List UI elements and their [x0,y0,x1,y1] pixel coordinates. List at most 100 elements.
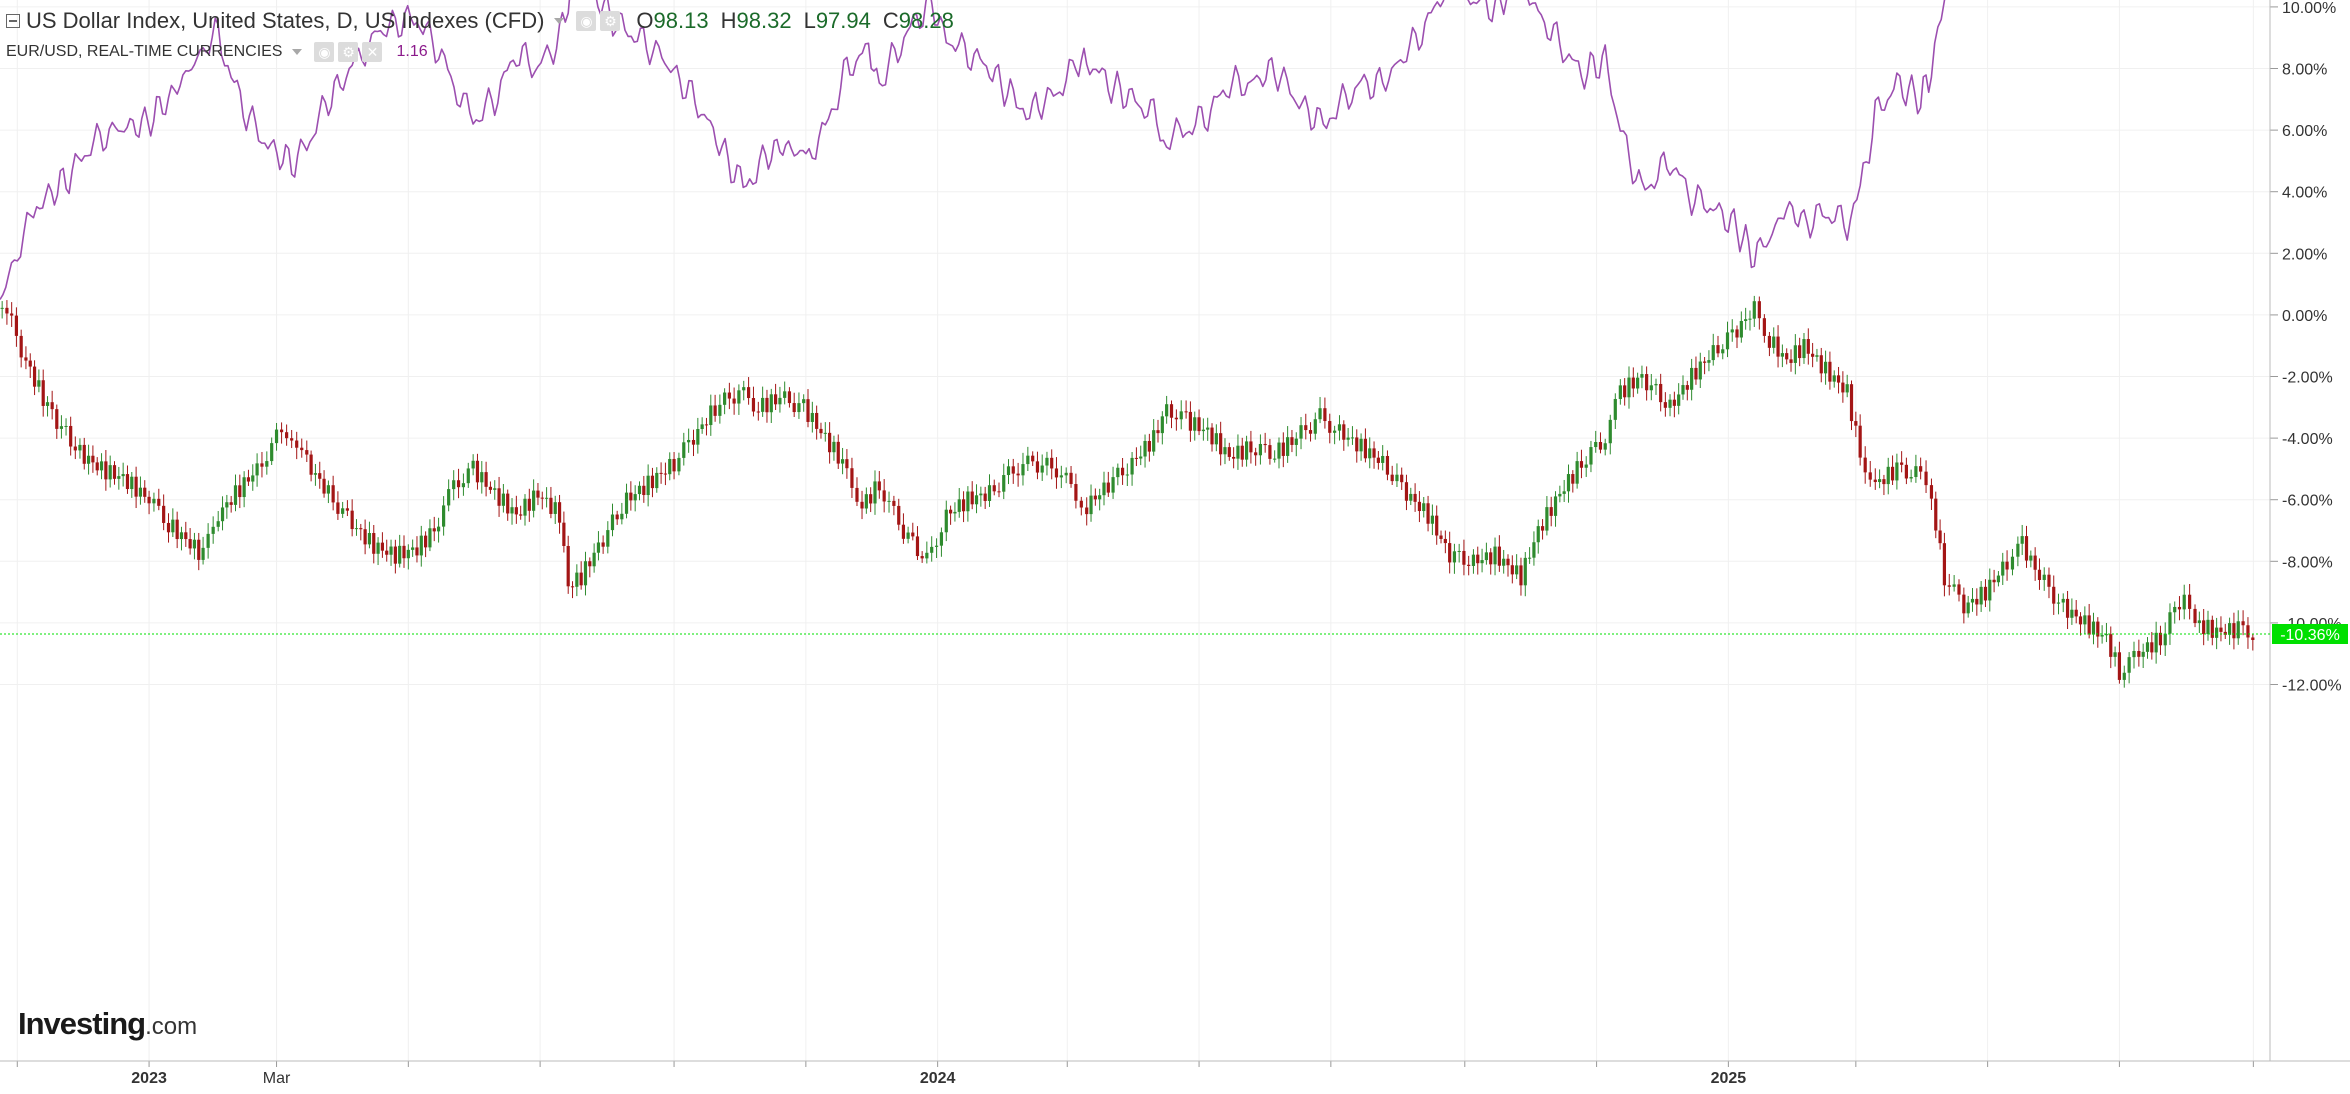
candle-body [1767,335,1772,348]
candle-body [1457,550,1461,552]
candle-body [175,519,179,540]
candle-body [428,528,432,548]
candle-body [242,477,246,498]
candle-body [1134,457,1139,459]
candle-body [471,460,475,469]
candle-body [24,357,28,361]
candle-body [1836,375,1841,383]
candle-body [1815,355,1819,357]
candle-body [260,463,264,467]
candle-body [1877,479,1882,483]
candle-body [742,387,746,391]
y-tick-label: -12.00% [2282,678,2342,695]
candle-body [2122,672,2126,680]
candle-body [828,432,832,453]
candle-body [1558,493,1562,497]
candle-body [1802,339,1806,359]
eye-icon[interactable]: ◉ [576,11,597,31]
candle-body [557,502,562,523]
collapse-icon[interactable] [6,14,20,28]
candle-body [99,461,104,471]
candle-body [295,440,299,448]
candle-body [1938,530,1942,544]
candle-body [2241,621,2245,626]
candle-body [713,405,717,416]
candle-body [1040,465,1044,473]
candle-body [192,539,197,549]
caret-down-icon[interactable] [554,18,565,24]
candle-body [1174,417,1178,420]
candle-body [1983,586,1988,601]
candle-body [1089,495,1093,515]
candle-body [1904,464,1908,479]
candle-body [1350,437,1355,439]
candle-body [1139,456,1143,459]
eye-icon[interactable]: ◉ [314,42,335,62]
candle-body [157,498,161,506]
candle-body [687,439,691,443]
candle-body [415,547,419,556]
candle-body [1333,430,1337,433]
caret-down-icon[interactable] [292,49,303,55]
gear-icon[interactable]: ⚙ [338,42,359,62]
candle-body [1098,495,1102,500]
candle-body [2078,616,2083,625]
candle-body [1832,375,1836,382]
candle-body [1471,554,1476,566]
candle-body [691,439,696,445]
candle-body [2091,621,2096,635]
candle-body [1854,421,1858,426]
gear-icon[interactable]: ⚙ [600,11,621,31]
candle-body [2070,609,2074,618]
y-tick-label: 6.00% [2282,123,2327,140]
y-tick-label: 8.00% [2282,62,2327,79]
main-symbol-title[interactable]: US Dollar Index, United States, D, US In… [26,8,545,33]
candle-body [1193,417,1197,431]
candle-body [171,519,175,533]
candle-body [406,549,410,559]
candle-body [1346,437,1350,440]
candle-body [14,315,19,336]
candle-body [436,526,441,532]
investing-logo[interactable]: Investing.com [18,1006,197,1042]
candle-body [2177,606,2182,610]
candle-body [1785,353,1789,360]
candle-body [2251,637,2255,641]
candle-body [2024,536,2029,561]
candle-body [966,491,970,512]
candle-body [1197,417,1201,432]
candle-body [2132,651,2136,658]
candle-body [1845,384,1849,393]
candle-body [1502,558,1506,566]
candle-body [1299,425,1303,439]
candle-body [601,542,605,547]
candle-body [326,485,330,494]
candle-body [402,545,406,559]
eurusd-line-series [0,0,1946,300]
candle-body [1249,441,1253,453]
candle-body [1895,462,1899,481]
candle-body [1663,402,1667,408]
candle-body [497,488,501,506]
close-icon[interactable]: ✕ [362,42,383,62]
candle-body [138,487,143,497]
candle-body [997,491,1001,493]
close-value: 98.28 [898,8,954,33]
candle-body [519,514,523,516]
candle-body [2061,598,2065,603]
candle-body [911,532,915,537]
candle-body [1102,482,1106,496]
candle-body [845,459,849,469]
candle-body [633,494,637,501]
candle-body [2109,634,2113,657]
candle-body [1584,464,1588,468]
compare-symbol-title[interactable]: EUR/USD, REAL-TIME CURRENCIES [6,43,283,60]
candle-body [2154,632,2158,653]
candle-body [2127,657,2131,673]
candle-body [318,473,322,479]
candle-body [1254,452,1258,456]
candle-body [992,485,996,492]
candle-body [251,475,255,482]
